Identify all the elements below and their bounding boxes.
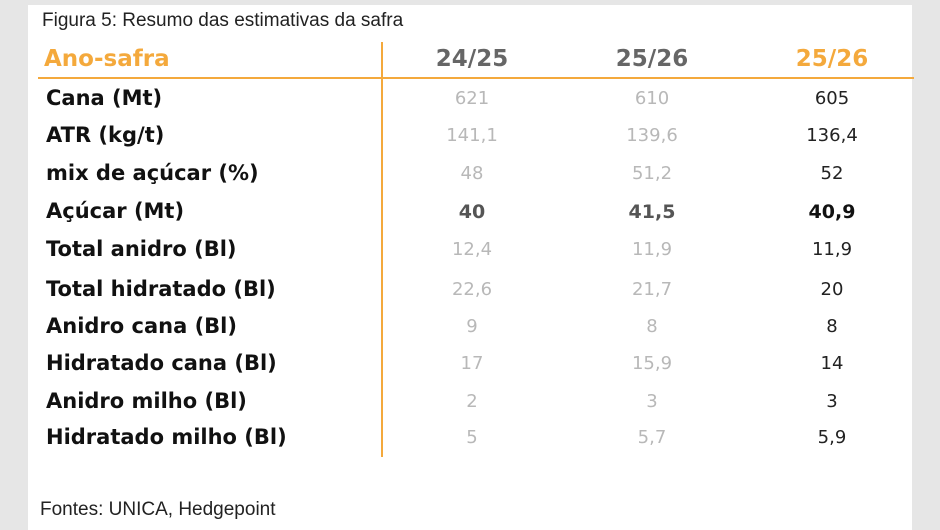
cell-col-1: 5 [466, 427, 478, 448]
row-label: mix de açúcar (%) [46, 161, 259, 185]
header-col-3: 25/26 [795, 46, 869, 72]
table-row: Anidro cana (Bl) 9 8 8 [0, 314, 940, 351]
cell-col-1: 2 [466, 391, 478, 412]
cell-col-1: 48 [460, 163, 484, 184]
cell-col-3: 14 [820, 353, 844, 374]
cell-col-1: 17 [460, 353, 484, 374]
row-label: Total hidratado (Bl) [46, 277, 276, 301]
cell-col-2: 610 [634, 88, 670, 109]
table-row: Hidratado cana (Bl) 17 15,9 14 [0, 351, 940, 388]
cell-col-1: 40 [458, 201, 486, 223]
cell-col-1: 621 [454, 88, 490, 109]
row-label: Total anidro (Bl) [46, 237, 237, 261]
label-column-divider [381, 42, 383, 457]
row-label: Anidro milho (Bl) [46, 389, 247, 413]
row-label: ATR (kg/t) [46, 123, 165, 147]
row-label: Cana (Mt) [46, 86, 163, 110]
table-row: Total anidro (Bl) 12,4 11,9 11,9 [0, 237, 940, 274]
cell-col-3: 20 [820, 279, 844, 300]
cell-col-3: 52 [820, 163, 844, 184]
figure-title: Figura 5: Resumo das estimativas da safr… [42, 10, 404, 31]
cell-col-3: 136,4 [806, 125, 858, 146]
table-row: Cana (Mt) 621 610 605 [0, 86, 940, 123]
header-col-2: 25/26 [615, 46, 689, 72]
header-divider [38, 77, 914, 79]
table-row: Anidro milho (Bl) 2 3 3 [0, 389, 940, 426]
cell-col-2: 21,7 [631, 279, 673, 300]
row-label: Açúcar (Mt) [46, 199, 185, 223]
cell-col-2: 139,6 [626, 125, 678, 146]
cell-col-3: 5,9 [817, 427, 847, 448]
frame-left [0, 0, 28, 530]
cell-col-3: 11,9 [811, 239, 853, 260]
table-row: Total hidratado (Bl) 22,6 21,7 20 [0, 277, 940, 314]
cell-col-2: 5,7 [637, 427, 667, 448]
cell-col-1: 9 [466, 316, 478, 337]
cell-col-3: 40,9 [808, 201, 856, 223]
frame-top [0, 0, 940, 5]
cell-col-2: 41,5 [628, 201, 676, 223]
row-label: Hidratado milho (Bl) [46, 425, 287, 449]
header-ano-safra: Ano-safra [44, 46, 170, 72]
table-row: ATR (kg/t) 141,1 139,6 136,4 [0, 123, 940, 160]
table-row: mix de açúcar (%) 48 51,2 52 [0, 161, 940, 198]
table-row: Açúcar (Mt) 40 41,5 40,9 [0, 199, 940, 236]
cell-col-3: 605 [814, 88, 850, 109]
cell-col-2: 11,9 [631, 239, 673, 260]
cell-col-3: 3 [826, 391, 838, 412]
cell-col-2: 8 [646, 316, 658, 337]
cell-col-1: 141,1 [446, 125, 498, 146]
cell-col-1: 12,4 [451, 239, 493, 260]
cell-col-2: 51,2 [631, 163, 673, 184]
header-col-1: 24/25 [435, 46, 509, 72]
cell-col-3: 8 [826, 316, 838, 337]
cell-col-1: 22,6 [451, 279, 493, 300]
table-row: Hidratado milho (Bl) 5 5,7 5,9 [0, 425, 940, 462]
cell-col-2: 3 [646, 391, 658, 412]
source-note: Fontes: UNICA, Hedgepoint [40, 499, 276, 520]
row-label: Hidratado cana (Bl) [46, 351, 277, 375]
cell-col-2: 15,9 [631, 353, 673, 374]
frame-right [912, 0, 940, 530]
row-label: Anidro cana (Bl) [46, 314, 237, 338]
